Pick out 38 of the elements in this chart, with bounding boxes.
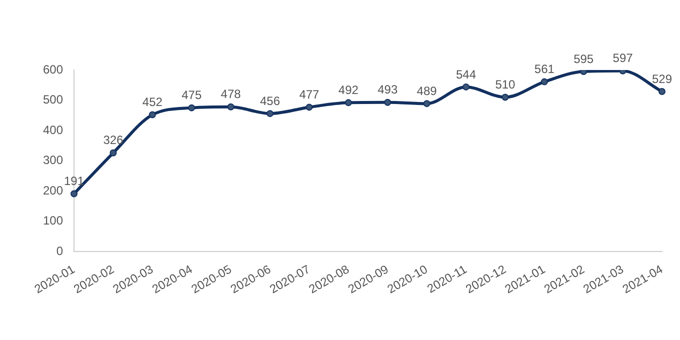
point [502, 94, 509, 101]
data-label: 191 [64, 174, 84, 188]
point [227, 103, 234, 110]
data-label: 597 [612, 51, 634, 66]
data-label: 456 [260, 94, 280, 108]
data-label: 544 [456, 67, 476, 82]
point [148, 111, 156, 118]
data-label: 492 [338, 82, 359, 97]
y-tick-label: 500 [42, 92, 64, 107]
y-tick-label: 100 [42, 214, 64, 228]
data-label: 326 [103, 133, 124, 148]
point [384, 98, 392, 106]
y-tick-label: 300 [42, 153, 64, 168]
point [540, 78, 548, 86]
data-label: 493 [378, 82, 398, 97]
point [344, 99, 352, 106]
data-label: 595 [574, 52, 594, 66]
data-label: 478 [220, 87, 242, 102]
data-label: 452 [142, 95, 163, 110]
data-label: 477 [299, 88, 320, 102]
point [580, 70, 588, 76]
point [306, 104, 313, 111]
data-label: 561 [534, 62, 555, 76]
data-label: 489 [416, 84, 438, 98]
y-tick-label: 200 [42, 183, 64, 198]
point [658, 88, 666, 95]
point [462, 83, 470, 90]
data-label: 510 [495, 78, 516, 92]
point [188, 104, 196, 112]
point [423, 100, 430, 108]
y-tick-label: 400 [42, 122, 64, 137]
point [266, 110, 274, 118]
point [110, 149, 117, 156]
point [70, 190, 78, 198]
data-label: 475 [182, 88, 202, 102]
y-tick-label: 600 [42, 62, 64, 76]
y-tick-label: 0 [56, 244, 64, 258]
data-label: 529 [652, 72, 672, 86]
